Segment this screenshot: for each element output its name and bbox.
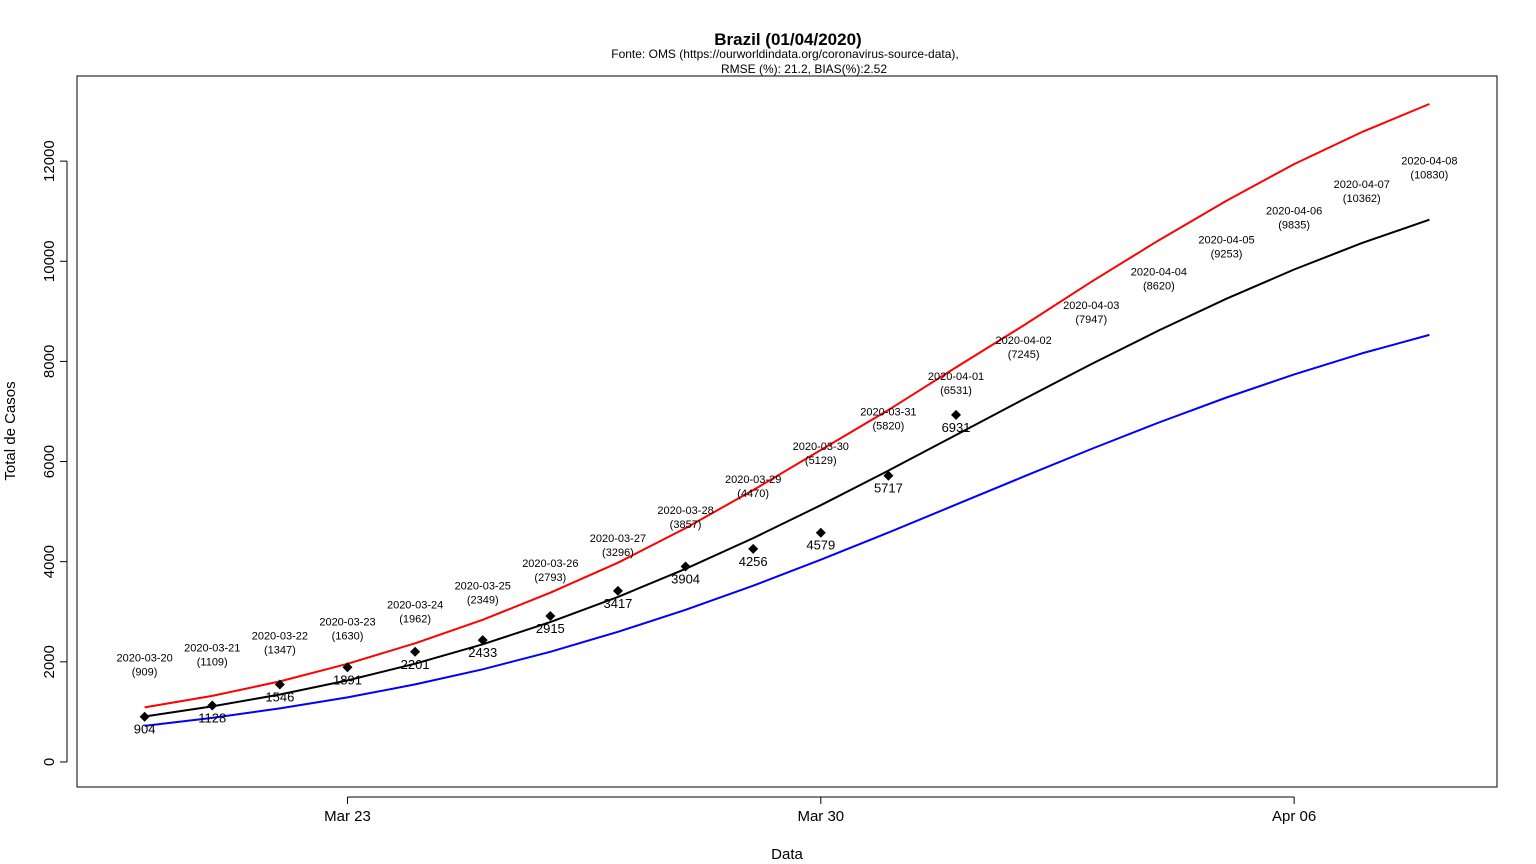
series-line-0 [144, 103, 1430, 709]
series-lines [144, 103, 1430, 727]
y-tick-label: 8000 [41, 345, 58, 378]
observed-point-label: 2201 [401, 657, 430, 672]
x-tick-label: Mar 23 [324, 808, 371, 825]
prediction-value-label: (9253) [1211, 249, 1243, 261]
observed-point-label: 3904 [671, 571, 700, 586]
prediction-date-label: 2020-04-07 [1334, 179, 1390, 191]
observed-point-label: 1546 [265, 690, 294, 705]
prediction-date-label: 2020-04-03 [1063, 300, 1119, 312]
prediction-date-label: 2020-03-24 [387, 600, 443, 612]
observed-point-label: 2433 [468, 645, 497, 660]
observed-point [951, 409, 962, 420]
prediction-value-label: (909) [132, 666, 158, 678]
prediction-date-label: 2020-03-26 [522, 558, 578, 570]
prediction-date-label: 2020-03-30 [793, 441, 849, 453]
y-tick-label: 6000 [41, 445, 58, 478]
prediction-value-label: (6531) [940, 385, 972, 397]
y-tick-label: 2000 [41, 645, 58, 678]
x-tick-label: Apr 06 [1272, 808, 1316, 825]
observed-points: 904 1128 1546 1891 2201 2433 2915 3417 3904 4256 4… [134, 409, 971, 737]
x-axis: Mar 23 Mar 30 Apr 06 [324, 796, 1316, 825]
observed-point-label: 1891 [333, 672, 362, 687]
prediction-date-label: 2020-03-28 [657, 505, 713, 517]
prediction-date-label: 2020-04-08 [1401, 156, 1457, 168]
prediction-date-label: 2020-03-23 [319, 616, 375, 628]
prediction-value-label: (7245) [1008, 349, 1040, 361]
prediction-date-label: 2020-04-05 [1198, 235, 1254, 247]
prediction-value-label: (3296) [602, 547, 634, 559]
observed-point-label: 1128 [198, 710, 226, 725]
observed-point [477, 635, 488, 646]
prediction-value-label: (4470) [737, 488, 769, 500]
prediction-value-label: (3857) [670, 519, 702, 531]
observed-point [680, 561, 691, 572]
plot-frame [76, 75, 1498, 788]
prediction-value-label: (5820) [873, 421, 905, 433]
chart-title: Brazil (01/04/2020) [714, 30, 861, 49]
prediction-value-label: (9835) [1278, 220, 1310, 232]
series-line-1 [144, 218, 1430, 718]
chart-subtitle-line-1: Fonte: OMS (https://ourworldindata.org/c… [611, 47, 958, 61]
prediction-date-label: 2020-04-04 [1131, 266, 1187, 278]
prediction-value-label: (1347) [264, 645, 296, 657]
prediction-date-label: 2020-03-31 [860, 407, 916, 419]
observed-point [815, 527, 826, 538]
y-tick-label: 4000 [41, 545, 58, 578]
x-axis-label: Data [771, 846, 803, 863]
prediction-date-label: 2020-04-06 [1266, 206, 1322, 218]
y-tick-label: 10000 [41, 240, 58, 282]
observed-point [274, 679, 285, 690]
observed-point-label: 2915 [536, 621, 565, 636]
x-tick-label: Mar 30 [797, 808, 844, 825]
y-tick-label: 12000 [41, 140, 58, 182]
prediction-value-label: (1962) [399, 614, 431, 626]
chart-subtitle-line-2: RMSE (%): 21.2, BIAS(%):2.52 [721, 62, 887, 76]
prediction-date-label: 2020-03-27 [590, 533, 646, 545]
prediction-value-label: (10830) [1410, 170, 1448, 182]
prediction-date-label: 2020-03-21 [184, 642, 240, 654]
observed-point [748, 543, 759, 554]
prediction-value-label: (1630) [332, 630, 364, 642]
observed-point-label: 4256 [739, 554, 768, 569]
prediction-date-label: 2020-04-01 [928, 371, 984, 383]
prediction-value-label: (2349) [467, 594, 499, 606]
observed-point [139, 711, 150, 722]
prediction-value-label: (7947) [1075, 314, 1107, 326]
observed-point [883, 470, 894, 481]
prediction-value-label: (5129) [805, 455, 837, 467]
observed-point-label: 4579 [806, 538, 835, 553]
y-axis-label: Total de Casos [2, 381, 19, 480]
observed-point-label: 6931 [942, 420, 971, 435]
prediction-date-label: 2020-03-25 [455, 580, 511, 592]
prediction-date-label: 2020-03-20 [116, 652, 172, 664]
prediction-date-label: 2020-04-02 [996, 335, 1052, 347]
prediction-value-label: (2793) [534, 572, 566, 584]
observed-point [545, 611, 556, 622]
prediction-date-label: 2020-03-22 [252, 631, 308, 643]
prediction-value-label: (10362) [1343, 193, 1381, 205]
prediction-value-label: (1109) [197, 656, 228, 668]
prediction-labels: 2020-03-20 (909) 2020-03-21 (1109) 2020-03-2… [116, 156, 1457, 679]
observed-point [207, 700, 218, 711]
prediction-value-label: (8620) [1143, 280, 1175, 292]
prediction-date-label: 2020-03-29 [725, 474, 781, 486]
observed-point [342, 662, 353, 673]
observed-point-label: 3417 [603, 596, 632, 611]
observed-point-label: 5717 [874, 481, 903, 496]
observed-point [410, 646, 421, 657]
series-line-2 [144, 333, 1430, 727]
y-axis: 0 2000 4000 6000 8000 10000 12000 [41, 140, 68, 766]
observed-point-label: 904 [134, 722, 156, 737]
observed-point [612, 585, 623, 596]
y-tick-label: 0 [41, 758, 58, 766]
